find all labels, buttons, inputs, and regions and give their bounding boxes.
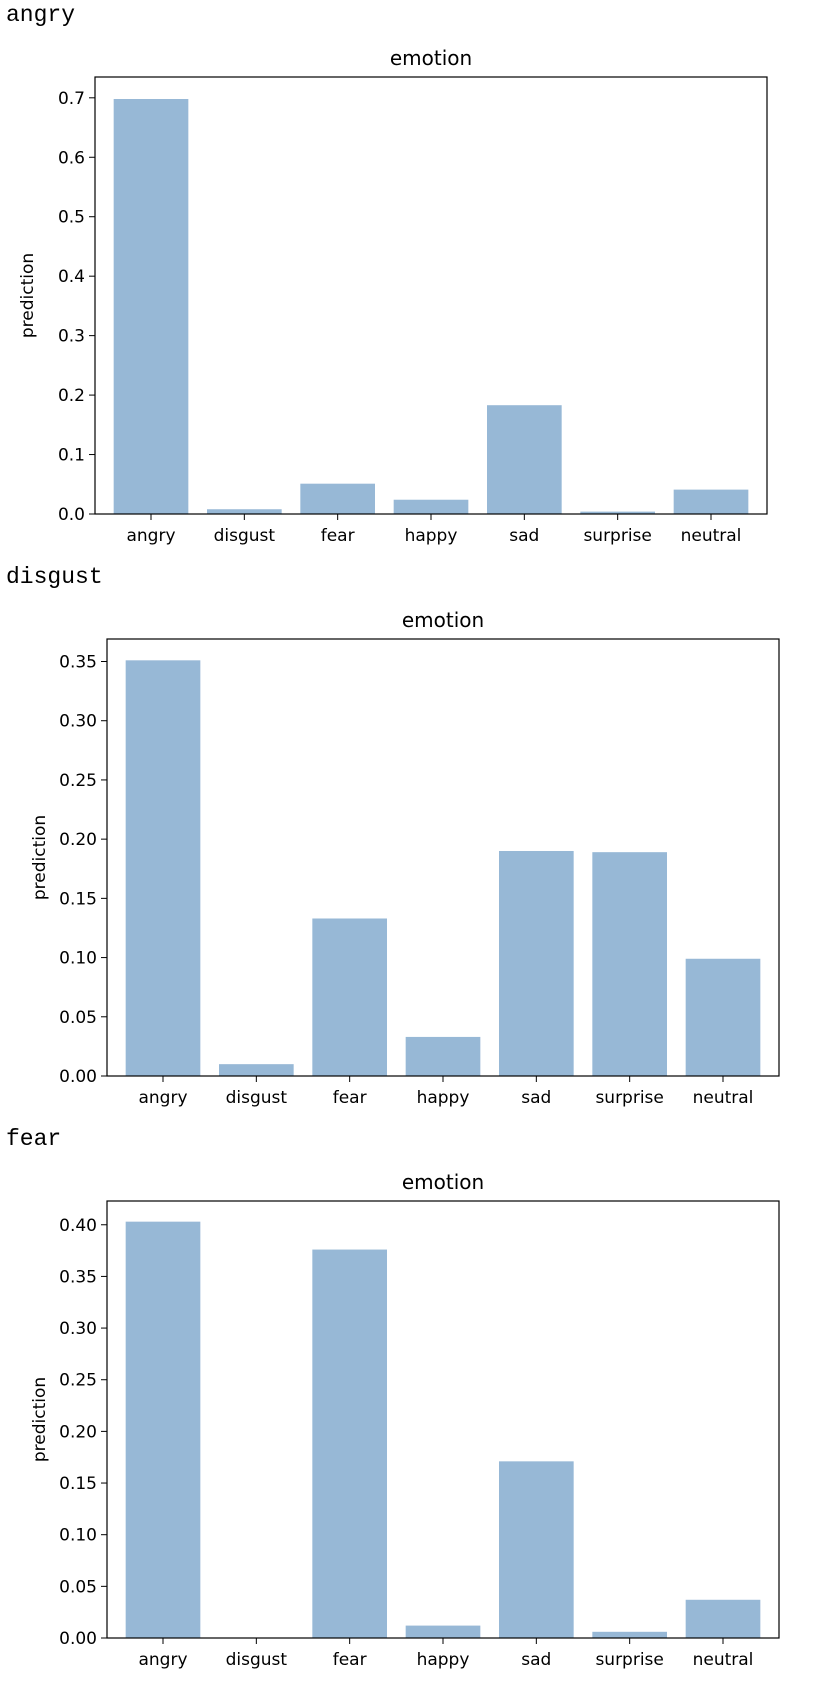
y-tick-label: 0.30	[59, 712, 97, 732]
panel-disgust: disgust 0.00 0.05 0.10 0.15 0.20 0.25 0.30 0.35…	[0, 562, 828, 1124]
panel-label: fear	[6, 1126, 62, 1152]
bar-happy	[393, 499, 469, 514]
y-tick-label: 0.1	[58, 446, 85, 466]
bar-disgust	[207, 509, 282, 514]
chart-title: emotion	[390, 46, 472, 70]
y-tick-label: 0.10	[59, 949, 97, 969]
x-tick-label: neutral	[681, 526, 742, 546]
x-tick-label: angry	[126, 526, 175, 546]
bar-neutral	[685, 1599, 761, 1638]
bar-chart: 0.00 0.05 0.10 0.15 0.20 0.25 0.30 0.35 0.40 angr…	[30, 1170, 780, 1670]
panel-label: angry	[6, 2, 76, 28]
bar-sad	[499, 850, 574, 1076]
y-tick-label: 0.20	[59, 1422, 97, 1442]
y-axis-label: prediction	[18, 253, 38, 338]
y-tick-label: 0.00	[59, 1629, 97, 1649]
x-tick-label: surprise	[583, 526, 651, 546]
x-tick-label: sad	[521, 1088, 551, 1108]
x-tick-label: angry	[138, 1088, 187, 1108]
x-tick-label: fear	[321, 526, 355, 546]
panel-angry: angry 0.0 0.1 0.2 0.3 0.4 0.5 0.6 0.7 angry disgu…	[0, 0, 828, 562]
axes-frame	[106, 638, 780, 1077]
x-tick-label: disgust	[214, 526, 276, 546]
axes-frame	[106, 1200, 780, 1639]
chart-title: emotion	[402, 1170, 484, 1194]
x-tick-label: sad	[521, 1650, 551, 1670]
x-tick-label: disgust	[226, 1650, 288, 1670]
x-tick-label: sad	[509, 526, 539, 546]
bar-neutral	[685, 958, 761, 1076]
y-tick-label: 0.35	[59, 1267, 97, 1287]
y-tick-label: 0.5	[58, 208, 85, 228]
y-tick-label: 0.40	[59, 1216, 97, 1236]
y-tick-label: 0.10	[59, 1526, 97, 1546]
bar-surprise	[592, 852, 667, 1076]
y-tick-label: 0.3	[58, 327, 85, 347]
panel-label: disgust	[6, 564, 103, 590]
bar-fear	[312, 1249, 387, 1638]
bar-chart: 0.0 0.1 0.2 0.3 0.4 0.5 0.6 0.7 angry disgust fear…	[18, 46, 768, 546]
y-tick-label: 0.35	[59, 653, 97, 673]
bar-surprise	[592, 1631, 667, 1638]
y-tick-label: 0.0	[58, 505, 85, 525]
bar-angry	[125, 660, 201, 1076]
y-tick-label: 0.25	[59, 1371, 97, 1391]
x-tick-label: surprise	[595, 1650, 663, 1670]
x-tick-label: angry	[138, 1650, 187, 1670]
y-tick-label: 0.20	[59, 830, 97, 850]
bar-fear	[312, 918, 387, 1076]
y-tick-label: 0.7	[58, 89, 85, 109]
bar-happy	[405, 1625, 481, 1638]
bar-chart: 0.00 0.05 0.10 0.15 0.20 0.25 0.30 0.35 angry dis…	[30, 608, 780, 1108]
axes-frame	[94, 76, 768, 515]
bar-fear	[300, 483, 375, 514]
y-tick-label: 0.4	[58, 267, 85, 287]
y-axis-label: prediction	[30, 815, 50, 900]
bar-surprise	[580, 511, 655, 514]
y-tick-label: 0.6	[58, 148, 85, 168]
bar-sad	[487, 405, 562, 514]
bar-angry	[125, 1221, 201, 1638]
bar-happy	[405, 1036, 481, 1076]
y-tick-label: 0.2	[58, 386, 85, 406]
x-tick-label: happy	[417, 1088, 470, 1108]
y-tick-label: 0.05	[59, 1577, 97, 1597]
panel-fear: fear 0.00 0.05 0.10 0.15 0.20 0.25 0.30 0.35 0.4…	[0, 1124, 828, 1688]
x-tick-label: neutral	[693, 1650, 754, 1670]
y-tick-label: 0.15	[59, 889, 97, 909]
bar-disgust	[219, 1064, 294, 1076]
y-tick-label: 0.00	[59, 1067, 97, 1087]
bar-angry	[113, 99, 189, 514]
y-tick-label: 0.05	[59, 1008, 97, 1028]
x-tick-label: surprise	[595, 1088, 663, 1108]
y-tick-label: 0.25	[59, 771, 97, 791]
x-tick-label: happy	[405, 526, 458, 546]
x-tick-label: happy	[417, 1650, 470, 1670]
bar-sad	[499, 1461, 574, 1638]
chart-title: emotion	[402, 608, 484, 632]
x-tick-label: fear	[333, 1650, 367, 1670]
bar-neutral	[673, 489, 749, 514]
x-tick-label: neutral	[693, 1088, 754, 1108]
x-tick-label: fear	[333, 1088, 367, 1108]
x-tick-label: disgust	[226, 1088, 288, 1108]
y-tick-label: 0.15	[59, 1474, 97, 1494]
y-axis-label: prediction	[30, 1377, 50, 1462]
y-tick-label: 0.30	[59, 1319, 97, 1339]
